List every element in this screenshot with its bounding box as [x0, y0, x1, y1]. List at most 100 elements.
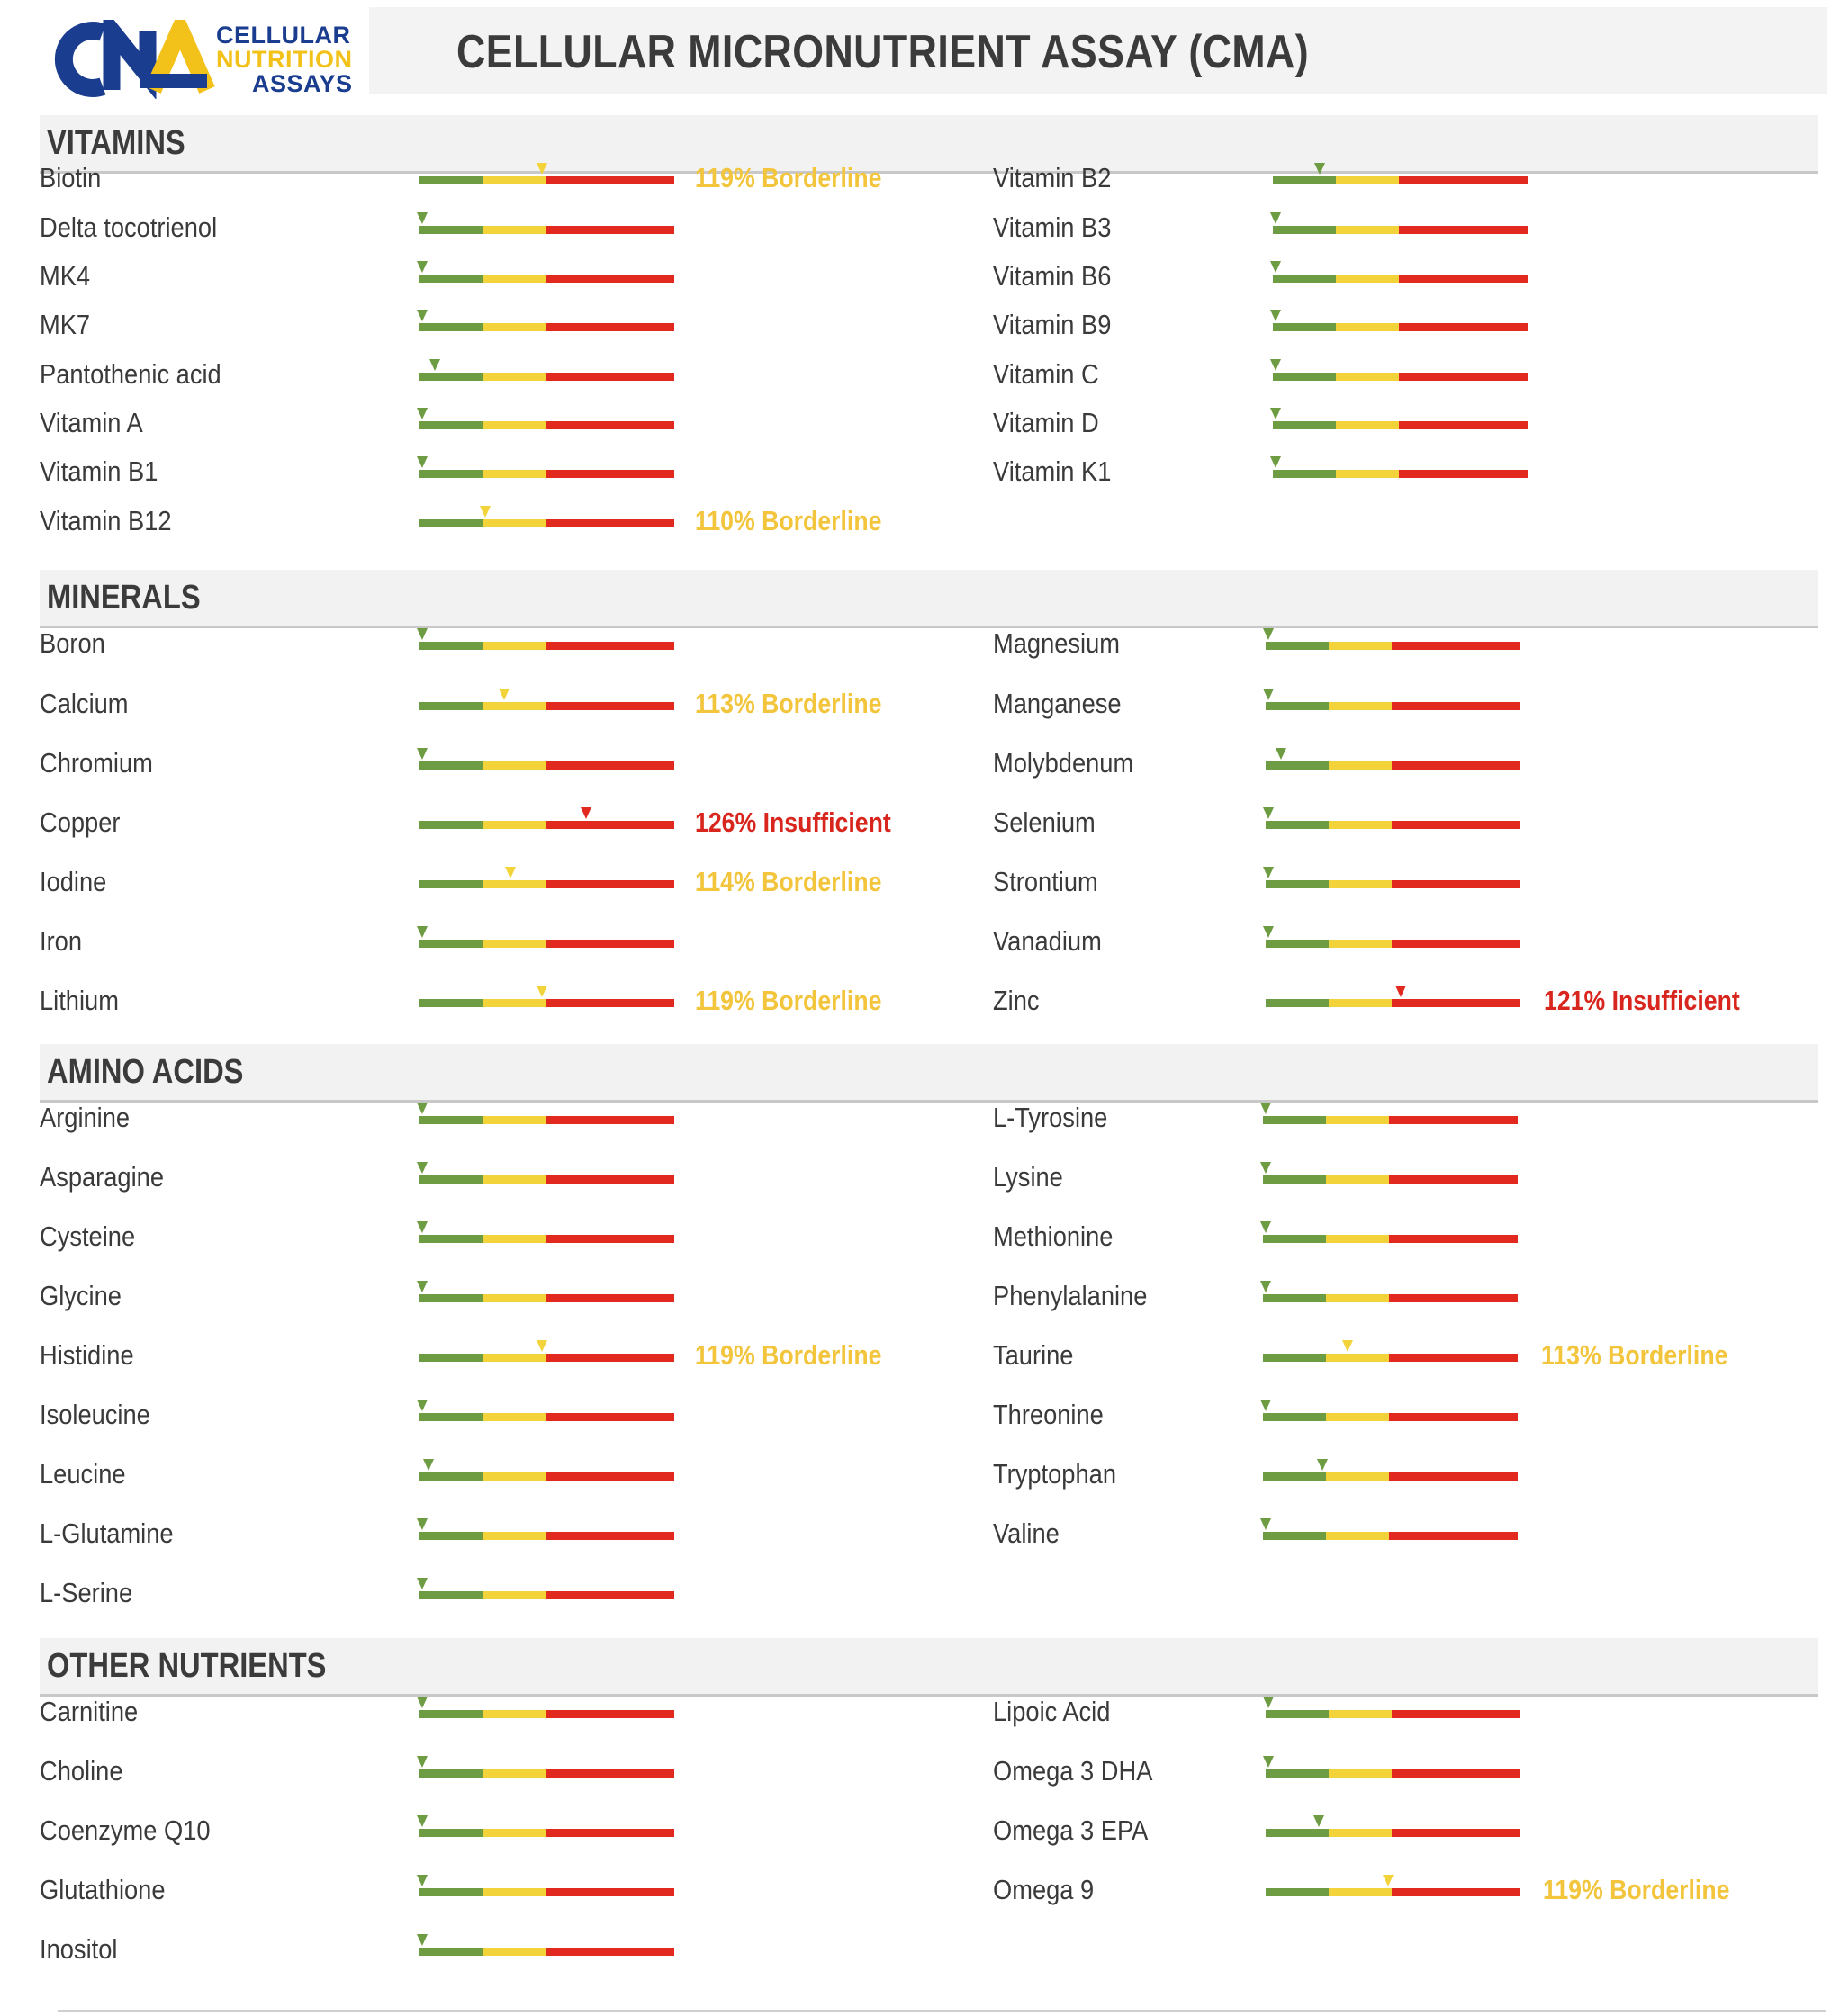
section-title: VITAMINS	[47, 124, 185, 162]
borderline-segment	[1336, 373, 1399, 381]
optimal-segment	[419, 702, 483, 710]
level-marker-icon	[1395, 986, 1406, 997]
level-marker-icon	[417, 261, 428, 273]
level-bar	[1273, 373, 1528, 381]
borderline-segment	[483, 1472, 546, 1480]
borderline-segment	[483, 1948, 546, 1956]
optimal-segment	[1273, 373, 1336, 381]
nutrient-row-inositol: Inositol	[0, 1930, 1831, 1969]
borderline-segment	[483, 642, 546, 650]
level-marker-icon	[417, 1400, 428, 1411]
level-marker-icon	[417, 310, 428, 321]
nutrient-row-copper: Copper 126% Insufficient	[0, 803, 1831, 842]
nutrient-row-glutathione: Glutathione	[0, 1870, 1831, 1910]
level-marker-icon	[417, 1578, 428, 1589]
borderline-segment	[483, 1294, 546, 1302]
nutrient-row-manganese: Manganese	[0, 684, 1831, 724]
borderline-segment	[483, 274, 546, 283]
insufficient-segment	[1392, 821, 1520, 829]
section-title: AMINO ACIDS	[47, 1053, 244, 1091]
optimal-segment	[1266, 880, 1329, 888]
status-label: 126% Insufficient	[695, 806, 891, 838]
level-marker-icon	[1260, 1102, 1271, 1114]
borderline-segment	[483, 1175, 546, 1184]
section-title: OTHER NUTRIENTS	[47, 1647, 327, 1685]
level-marker-icon	[1276, 748, 1286, 760]
nutrient-row-l-glutamine: L-Glutamine	[0, 1514, 1831, 1553]
nutrient-name: Vitamin B1	[40, 455, 158, 487]
level-bar	[419, 323, 674, 331]
level-bar	[419, 519, 674, 527]
nutrient-row-omega-9: Omega 9 119% Borderline	[0, 1870, 1831, 1910]
optimal-segment	[1263, 1472, 1326, 1480]
borderline-segment	[483, 373, 546, 381]
borderline-segment	[1329, 821, 1392, 829]
borderline-segment	[483, 1116, 546, 1124]
nutrient-row-taurine: Taurine 113% Borderline	[0, 1336, 1831, 1375]
nutrient-row-coenzyme-q10: Coenzyme Q10	[0, 1811, 1831, 1850]
nutrient-name: Pantothenic acid	[40, 358, 221, 390]
level-bar	[419, 1235, 674, 1243]
optimal-segment	[419, 421, 483, 429]
level-bar	[1263, 1354, 1518, 1362]
level-bar	[419, 761, 674, 770]
status-label: 121% Insufficient	[1544, 985, 1740, 1016]
insufficient-segment	[546, 470, 674, 478]
nutrient-name: Glutathione	[40, 1874, 166, 1905]
optimal-segment	[1266, 1829, 1329, 1837]
nutrient-name: Vanadium	[993, 925, 1102, 957]
borderline-segment	[1326, 1294, 1389, 1302]
level-bar	[419, 373, 674, 381]
nutrient-name: Phenylalanine	[993, 1280, 1148, 1311]
borderline-segment	[1336, 176, 1399, 184]
level-bar	[419, 1175, 674, 1184]
level-bar	[419, 274, 674, 283]
insufficient-segment	[1392, 999, 1520, 1007]
status-label: 113% Borderline	[1541, 1339, 1728, 1371]
borderline-segment	[1329, 1888, 1392, 1896]
optimal-segment	[1266, 761, 1329, 770]
insufficient-segment	[546, 1175, 674, 1184]
report-header: CELLULAR NUTRITION ASSAYS CELLULAR MICRO…	[0, 0, 1831, 99]
insufficient-segment	[1389, 1235, 1518, 1243]
nutrient-name: Vitamin C	[993, 358, 1099, 390]
nutrient-name: Molybdenum	[993, 747, 1134, 778]
status-label: 119% Borderline	[695, 162, 882, 194]
level-bar	[1266, 1888, 1520, 1896]
insufficient-segment	[1389, 1294, 1518, 1302]
optimal-segment	[1273, 421, 1336, 429]
insufficient-segment	[546, 702, 674, 710]
borderline-segment	[1329, 1710, 1392, 1718]
nutrient-row-vitamin-k1: Vitamin K1	[0, 452, 1831, 491]
borderline-segment	[483, 940, 546, 948]
nutrient-row-strontium: Strontium	[0, 862, 1831, 902]
nutrient-row-iron: Iron	[0, 922, 1831, 961]
borderline-segment	[483, 1532, 546, 1540]
insufficient-segment	[546, 421, 674, 429]
logo-text-assays: ASSAYS	[252, 70, 353, 97]
insufficient-segment	[546, 940, 674, 948]
borderline-segment	[1336, 323, 1399, 331]
nutrient-row-iodine: Iodine 114% Borderline	[0, 862, 1831, 902]
level-bar	[419, 1294, 674, 1302]
nutrient-name: Vitamin B12	[40, 505, 172, 536]
nutrient-row-vitamin-b1: Vitamin B1	[0, 452, 1831, 491]
level-marker-icon	[581, 807, 591, 819]
borderline-segment	[1329, 1829, 1392, 1837]
insufficient-segment	[1392, 761, 1520, 770]
nutrient-row-l-serine: L-Serine	[0, 1573, 1831, 1613]
level-bar	[1263, 1175, 1518, 1184]
borderline-segment	[1336, 226, 1399, 234]
nutrient-name: Omega 9	[993, 1874, 1095, 1905]
nutrient-name: Threonine	[993, 1399, 1104, 1430]
level-marker-icon	[1263, 688, 1274, 700]
level-marker-icon	[417, 1102, 428, 1114]
nutrient-row-arginine: Arginine	[0, 1098, 1831, 1138]
nutrient-name: Carnitine	[40, 1696, 139, 1727]
borderline-segment	[1329, 940, 1392, 948]
optimal-segment	[1266, 999, 1329, 1007]
nutrient-row-lipoic-acid: Lipoic Acid	[0, 1692, 1831, 1732]
insufficient-segment	[546, 176, 674, 184]
optimal-segment	[419, 1294, 483, 1302]
level-marker-icon	[417, 456, 428, 468]
